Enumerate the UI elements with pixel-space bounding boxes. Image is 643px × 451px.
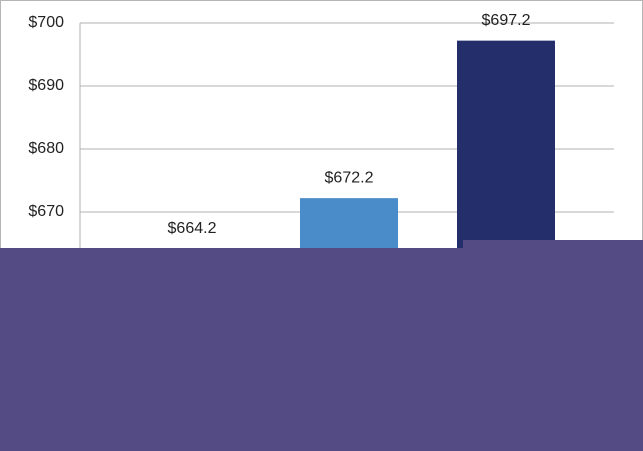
value-label: $672.2 <box>325 169 374 186</box>
y-tick-label: $680 <box>28 140 64 157</box>
y-tick-label: $670 <box>28 203 64 220</box>
y-tick-label: $690 <box>28 77 64 94</box>
value-label: $697.2 <box>482 12 531 29</box>
overlay <box>0 240 643 451</box>
y-tick-label: $700 <box>28 14 64 31</box>
value-label: $664.2 <box>168 220 217 237</box>
